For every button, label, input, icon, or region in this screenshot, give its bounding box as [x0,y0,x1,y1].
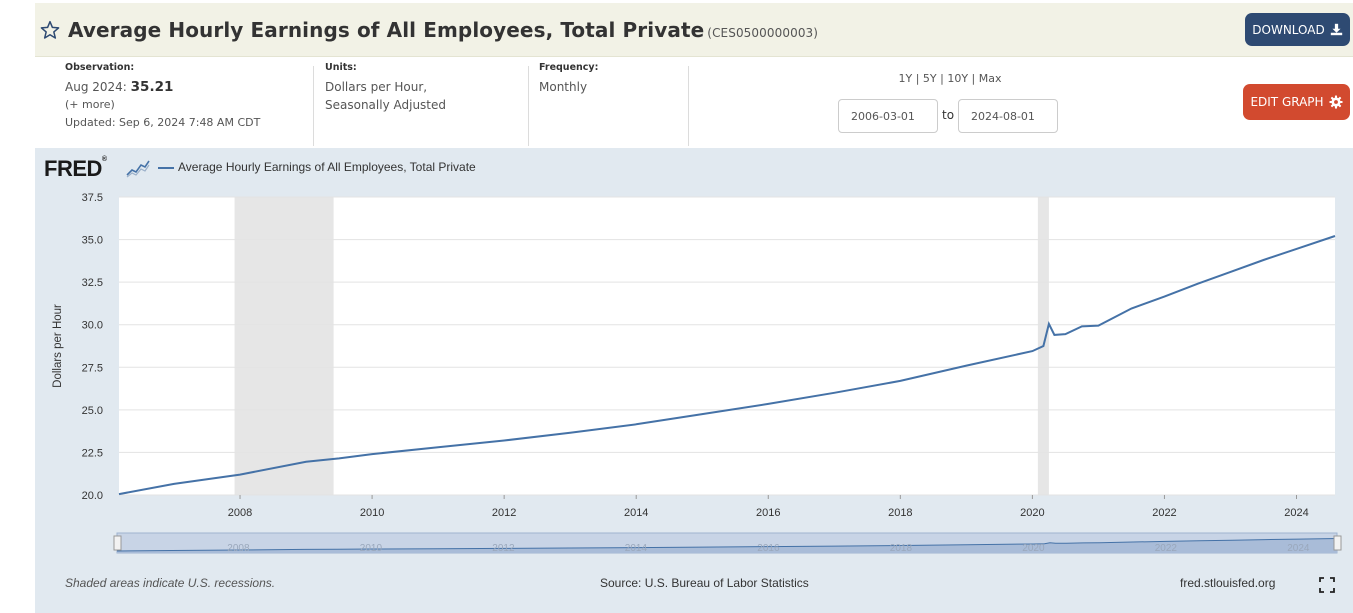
navigator-area [117,538,1337,553]
y-axis-label: Dollars per Hour [52,304,64,388]
observation-block: Observation: Aug 2024: 35.21 (+ more) Up… [65,62,305,148]
more-link[interactable]: (+ more) [65,98,115,111]
legend-label: Average Hourly Earnings of All Employees… [178,160,476,174]
navigator-tick-label: 2024 [1287,543,1310,554]
navigator-left-handle[interactable] [113,535,122,551]
divider [313,66,314,146]
navigator-tick-label: 2018 [890,543,913,554]
navigator-tick-label: 2014 [625,543,648,554]
fred-logo: FRED® [44,156,107,181]
star-icon[interactable] [40,20,60,40]
x-tick-label: 2018 [888,507,912,519]
units-label: Units: [325,62,357,73]
observation-value: 35.21 [130,79,174,95]
page-title: Average Hourly Earnings of All Employees… [68,18,818,42]
observation-label: Observation: [65,62,135,73]
series-line [118,235,1336,496]
download-icon [1330,23,1342,36]
edit-graph-label: EDIT GRAPH [1250,95,1324,109]
navigator-line [116,538,1338,552]
series-id: (CES0500000003) [707,26,819,40]
observation-row: Aug 2024: 35.21 [65,78,305,96]
fred-chart-icon [126,158,150,178]
range-5y-link[interactable]: 5Y [922,72,937,85]
frequency-label: Frequency: [539,62,599,73]
x-tick-label: 2014 [624,507,648,519]
edit-graph-button[interactable]: EDIT GRAPH [1243,84,1350,120]
gear-icon [1329,95,1343,109]
x-tick-label: 2022 [1152,507,1176,519]
range-10y-link[interactable]: 10Y [947,72,969,85]
updated-text: Updated: Sep 6, 2024 7:48 AM CDT [65,116,261,129]
x-tick-label: 2020 [1020,507,1044,519]
x-tick-label: 2024 [1284,507,1308,519]
units-block: Units: Dollars per Hour, Seasonally Adju… [325,62,525,148]
fullscreen-icon[interactable] [1318,576,1336,594]
recession-note: Shaded areas indicate U.S. recessions. [65,576,276,590]
y-tick-label: 30.0 [82,320,103,332]
download-label: DOWNLOAD [1252,22,1325,37]
to-label: to [942,108,955,122]
y-tick-label: 32.5 [82,277,103,289]
navigator-right-handle[interactable] [1333,535,1342,551]
navigator-tick-label: 2020 [1022,543,1045,554]
y-tick-label: 37.5 [82,192,103,204]
site-link[interactable]: fred.stlouisfed.org [1180,576,1276,590]
range-max-link[interactable]: Max [978,72,1002,85]
y-tick-label: 20.0 [82,490,103,502]
y-tick-label: 27.5 [82,362,103,374]
units-line1: Dollars per Hour, [325,80,428,94]
units-line2: Seasonally Adjusted [325,98,447,112]
end-date-input[interactable]: 2024-08-01 [958,99,1058,133]
x-tick-label: 2008 [228,507,252,519]
start-date-input[interactable]: 2006-03-01 [838,99,938,133]
x-tick-label: 2016 [756,507,780,519]
legend-swatch [158,167,174,169]
x-tick-label: 2010 [360,507,384,519]
series-title-text: Average Hourly Earnings of All Employees… [68,18,705,42]
frequency-block: Frequency: Monthly [539,62,679,148]
navigator-tick-label: 2022 [1155,543,1178,554]
range-1y-link[interactable]: 1Y [898,72,913,85]
y-tick-label: 35.0 [82,235,103,247]
navigator-tick-label: 2012 [492,543,515,554]
title-bar: Average Hourly Earnings of All Employees… [35,3,1353,57]
navigator-tick-label: 2016 [757,543,780,554]
download-button[interactable]: DOWNLOAD [1245,13,1350,46]
observation-date: Aug 2024: [65,80,127,94]
divider [528,66,529,146]
range-links: 1Y | 5Y | 10Y | Max [898,72,1002,85]
divider [688,66,689,146]
frequency-value: Monthly [539,80,588,94]
recession-band [234,197,334,495]
navigator-tick-label: 2010 [360,543,383,554]
fred-logo-text: FRED [44,156,102,181]
source-note: Source: U.S. Bureau of Labor Statistics [600,576,809,590]
y-tick-label: 25.0 [82,405,103,417]
y-tick-label: 22.5 [82,447,103,459]
navigator-tick-label: 2008 [227,543,250,554]
x-tick-label: 2012 [492,507,516,519]
